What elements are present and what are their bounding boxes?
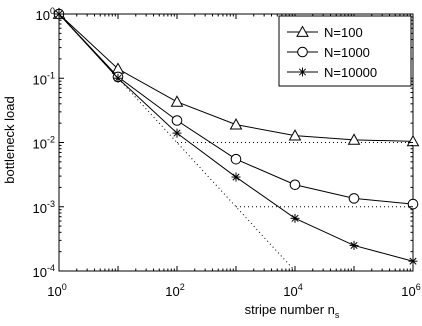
series-lines (52, 7, 420, 266)
series-N=100 (52, 7, 420, 147)
data-point (408, 256, 418, 266)
data-point (288, 129, 302, 141)
x-tick-label: 106 (401, 282, 420, 299)
legend-label: N=1000 (324, 45, 370, 60)
y-axis-label: bottleneck load (2, 96, 17, 183)
legend-item: N=100 (287, 25, 363, 40)
data-point (407, 198, 419, 210)
data-point (290, 213, 300, 223)
data-point (170, 95, 184, 107)
axis-ticks (58, 13, 414, 272)
legend-item: N=1000 (287, 45, 370, 60)
legend-item: N=10000 (287, 65, 377, 80)
x-tick-label: 100 (47, 282, 66, 299)
data-point (113, 73, 123, 83)
y-tick-label: 10-1 (33, 70, 55, 87)
data-point (229, 118, 243, 130)
legend-label: N=100 (324, 25, 363, 40)
x-tick-label: 104 (283, 282, 302, 299)
y-tick-label: 10-3 (33, 199, 55, 216)
data-point (231, 172, 241, 182)
x-axis-label: stripe number ns (245, 302, 340, 320)
x-tick-label: 102 (165, 282, 184, 299)
legend-marker (296, 25, 309, 37)
legend-marker (298, 67, 307, 77)
legend-marker (297, 46, 308, 58)
data-point (172, 128, 182, 138)
reference-lines (58, 13, 413, 272)
y-tick-label: 10-4 (33, 263, 55, 280)
data-point (348, 193, 360, 204)
data-point (230, 153, 242, 165)
legend-label: N=10000 (324, 65, 377, 80)
y-tick-label: 10-2 (33, 135, 55, 152)
data-point (347, 133, 361, 145)
tick-labels: 100 102 104 106 100 10-1 10-2 10-3 10-4 (33, 6, 421, 299)
data-point (349, 240, 359, 250)
y-tick-label: 100 (36, 6, 55, 23)
legend: N=100 N=1000 N=10000 (278, 15, 412, 87)
data-point (289, 179, 301, 191)
data-point (171, 115, 183, 126)
